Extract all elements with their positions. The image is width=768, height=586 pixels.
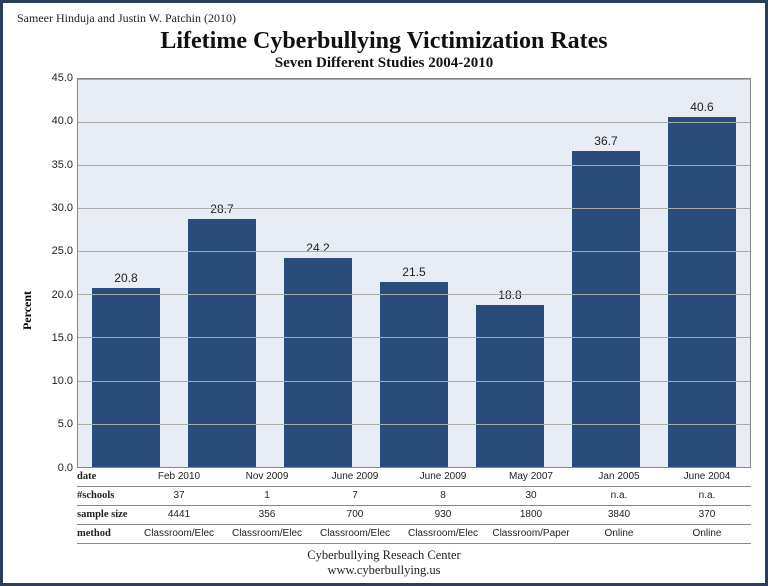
ytick-label: 45.0 bbox=[52, 72, 73, 84]
footer-line-1: Cyberbullying Reseach Center bbox=[17, 548, 751, 564]
gridline bbox=[78, 165, 750, 166]
data-table: dateFeb 2010Nov 2009June 2009June 2009Ma… bbox=[77, 468, 751, 544]
gridline bbox=[78, 251, 750, 252]
footer-line-2: www.cyberbullying.us bbox=[17, 563, 751, 579]
table-row-head: date bbox=[77, 471, 135, 482]
bar: 20.8 bbox=[92, 288, 159, 467]
table-cell: Online bbox=[575, 526, 663, 541]
gridline bbox=[78, 122, 750, 123]
bar: 28.7 bbox=[188, 219, 255, 466]
table-cells: 3717830n.a.n.a. bbox=[135, 488, 751, 503]
gridline bbox=[78, 294, 750, 295]
gridline bbox=[78, 337, 750, 338]
plot-region: 20.8 28.7 24.2 21.5 18.8 36.7 40.6 bbox=[77, 78, 751, 468]
bars-container: 20.8 28.7 24.2 21.5 18.8 36.7 40.6 bbox=[78, 79, 750, 467]
yaxis-label-col: Percent bbox=[17, 78, 39, 544]
table-cell: 1800 bbox=[487, 507, 575, 522]
bar: 21.5 bbox=[380, 282, 447, 467]
table-row: methodClassroom/ElecClassroom/ElecClassr… bbox=[77, 525, 751, 544]
table-row-head: method bbox=[77, 528, 135, 539]
ytick-label: 20.0 bbox=[52, 289, 73, 301]
table-cell: 7 bbox=[311, 488, 399, 503]
table-cell: Classroom/Elec bbox=[223, 526, 311, 541]
table-cell: 4441 bbox=[135, 507, 223, 522]
ytick-label: 10.0 bbox=[52, 375, 73, 387]
table-cell: 930 bbox=[399, 507, 487, 522]
bar-value-label: 21.5 bbox=[380, 265, 447, 282]
bar-slot: 24.2 bbox=[270, 79, 366, 467]
bar-slot: 18.8 bbox=[462, 79, 558, 467]
bar-value-label: 40.6 bbox=[668, 100, 735, 117]
table-row: #schools3717830n.a.n.a. bbox=[77, 487, 751, 506]
bar-slot: 20.8 bbox=[78, 79, 174, 467]
gridline bbox=[78, 208, 750, 209]
table-cell: June 2009 bbox=[399, 469, 487, 484]
ytick-label: 30.0 bbox=[52, 202, 73, 214]
table-cell: 8 bbox=[399, 488, 487, 503]
bar-slot: 21.5 bbox=[366, 79, 462, 467]
table-cell: Classroom/Paper bbox=[487, 526, 575, 541]
ytick-label: 5.0 bbox=[58, 418, 73, 430]
table-cell: Classroom/Elec bbox=[399, 526, 487, 541]
table-cell: 370 bbox=[663, 507, 751, 522]
table-cells: Classroom/ElecClassroom/ElecClassroom/El… bbox=[135, 526, 751, 541]
bar-value-label: 36.7 bbox=[572, 134, 639, 151]
bar: 40.6 bbox=[668, 117, 735, 467]
table-cells: 444135670093018003840370 bbox=[135, 507, 751, 522]
bar-value-label: 24.2 bbox=[284, 241, 351, 258]
bar: 24.2 bbox=[284, 258, 351, 467]
chart-area: Percent 0.0 5.0 10.0 15.0 20.0 25.0 30.0 35.0 40… bbox=[17, 78, 751, 544]
bar-slot: 36.7 bbox=[558, 79, 654, 467]
table-cell: n.a. bbox=[575, 488, 663, 503]
table-cell: 30 bbox=[487, 488, 575, 503]
bar-value-label: 18.8 bbox=[476, 288, 543, 305]
chart-title: Lifetime Cyberbullying Victimization Rat… bbox=[17, 28, 751, 55]
table-cells: Feb 2010Nov 2009June 2009June 2009May 20… bbox=[135, 469, 751, 484]
table-row: sample size444135670093018003840370 bbox=[77, 506, 751, 525]
table-cell: Classroom/Elec bbox=[135, 526, 223, 541]
table-cell: 700 bbox=[311, 507, 399, 522]
bar-slot: 28.7 bbox=[174, 79, 270, 467]
ytick-label: 15.0 bbox=[52, 332, 73, 344]
table-row: dateFeb 2010Nov 2009June 2009June 2009Ma… bbox=[77, 468, 751, 487]
table-cell: 3840 bbox=[575, 507, 663, 522]
table-cell: 1 bbox=[223, 488, 311, 503]
table-cell: 356 bbox=[223, 507, 311, 522]
chart-inner: 0.05.010.015.020.025.030.035.040.045.0 2… bbox=[39, 78, 751, 544]
table-cell: Nov 2009 bbox=[223, 469, 311, 484]
table-cell: June 2004 bbox=[663, 469, 751, 484]
gridline bbox=[78, 381, 750, 382]
credit-line: Sameer Hinduja and Justin W. Patchin (20… bbox=[17, 11, 751, 26]
gridline bbox=[78, 79, 750, 80]
plot-row: 0.05.010.015.020.025.030.035.040.045.0 2… bbox=[39, 78, 751, 468]
chart-subtitle: Seven Different Studies 2004-2010 bbox=[17, 55, 751, 72]
table-row-head: sample size bbox=[77, 509, 135, 520]
chart-frame: Sameer Hinduja and Justin W. Patchin (20… bbox=[0, 0, 768, 586]
bar-value-label: 28.7 bbox=[188, 202, 255, 219]
ytick-label: 0.0 bbox=[58, 462, 73, 474]
table-cell: Jan 2005 bbox=[575, 469, 663, 484]
table-row-head: #schools bbox=[77, 490, 135, 501]
table-cell: Classroom/Elec bbox=[311, 526, 399, 541]
footer: Cyberbullying Reseach Center www.cyberbu… bbox=[17, 548, 751, 579]
table-cell: n.a. bbox=[663, 488, 751, 503]
table-cell: June 2009 bbox=[311, 469, 399, 484]
yaxis-ticks: 0.05.010.015.020.025.030.035.040.045.0 bbox=[39, 78, 77, 468]
ytick-label: 25.0 bbox=[52, 245, 73, 257]
bar-slot: 40.6 bbox=[654, 79, 750, 467]
bar-value-label: 20.8 bbox=[92, 271, 159, 288]
table-cell: May 2007 bbox=[487, 469, 575, 484]
table-cell: Feb 2010 bbox=[135, 469, 223, 484]
ytick-label: 40.0 bbox=[52, 115, 73, 127]
bar: 18.8 bbox=[476, 305, 543, 467]
ytick-label: 35.0 bbox=[52, 159, 73, 171]
table-cell: 37 bbox=[135, 488, 223, 503]
bar: 36.7 bbox=[572, 151, 639, 467]
gridline bbox=[78, 424, 750, 425]
yaxis-label: Percent bbox=[21, 291, 36, 330]
table-cell: Online bbox=[663, 526, 751, 541]
